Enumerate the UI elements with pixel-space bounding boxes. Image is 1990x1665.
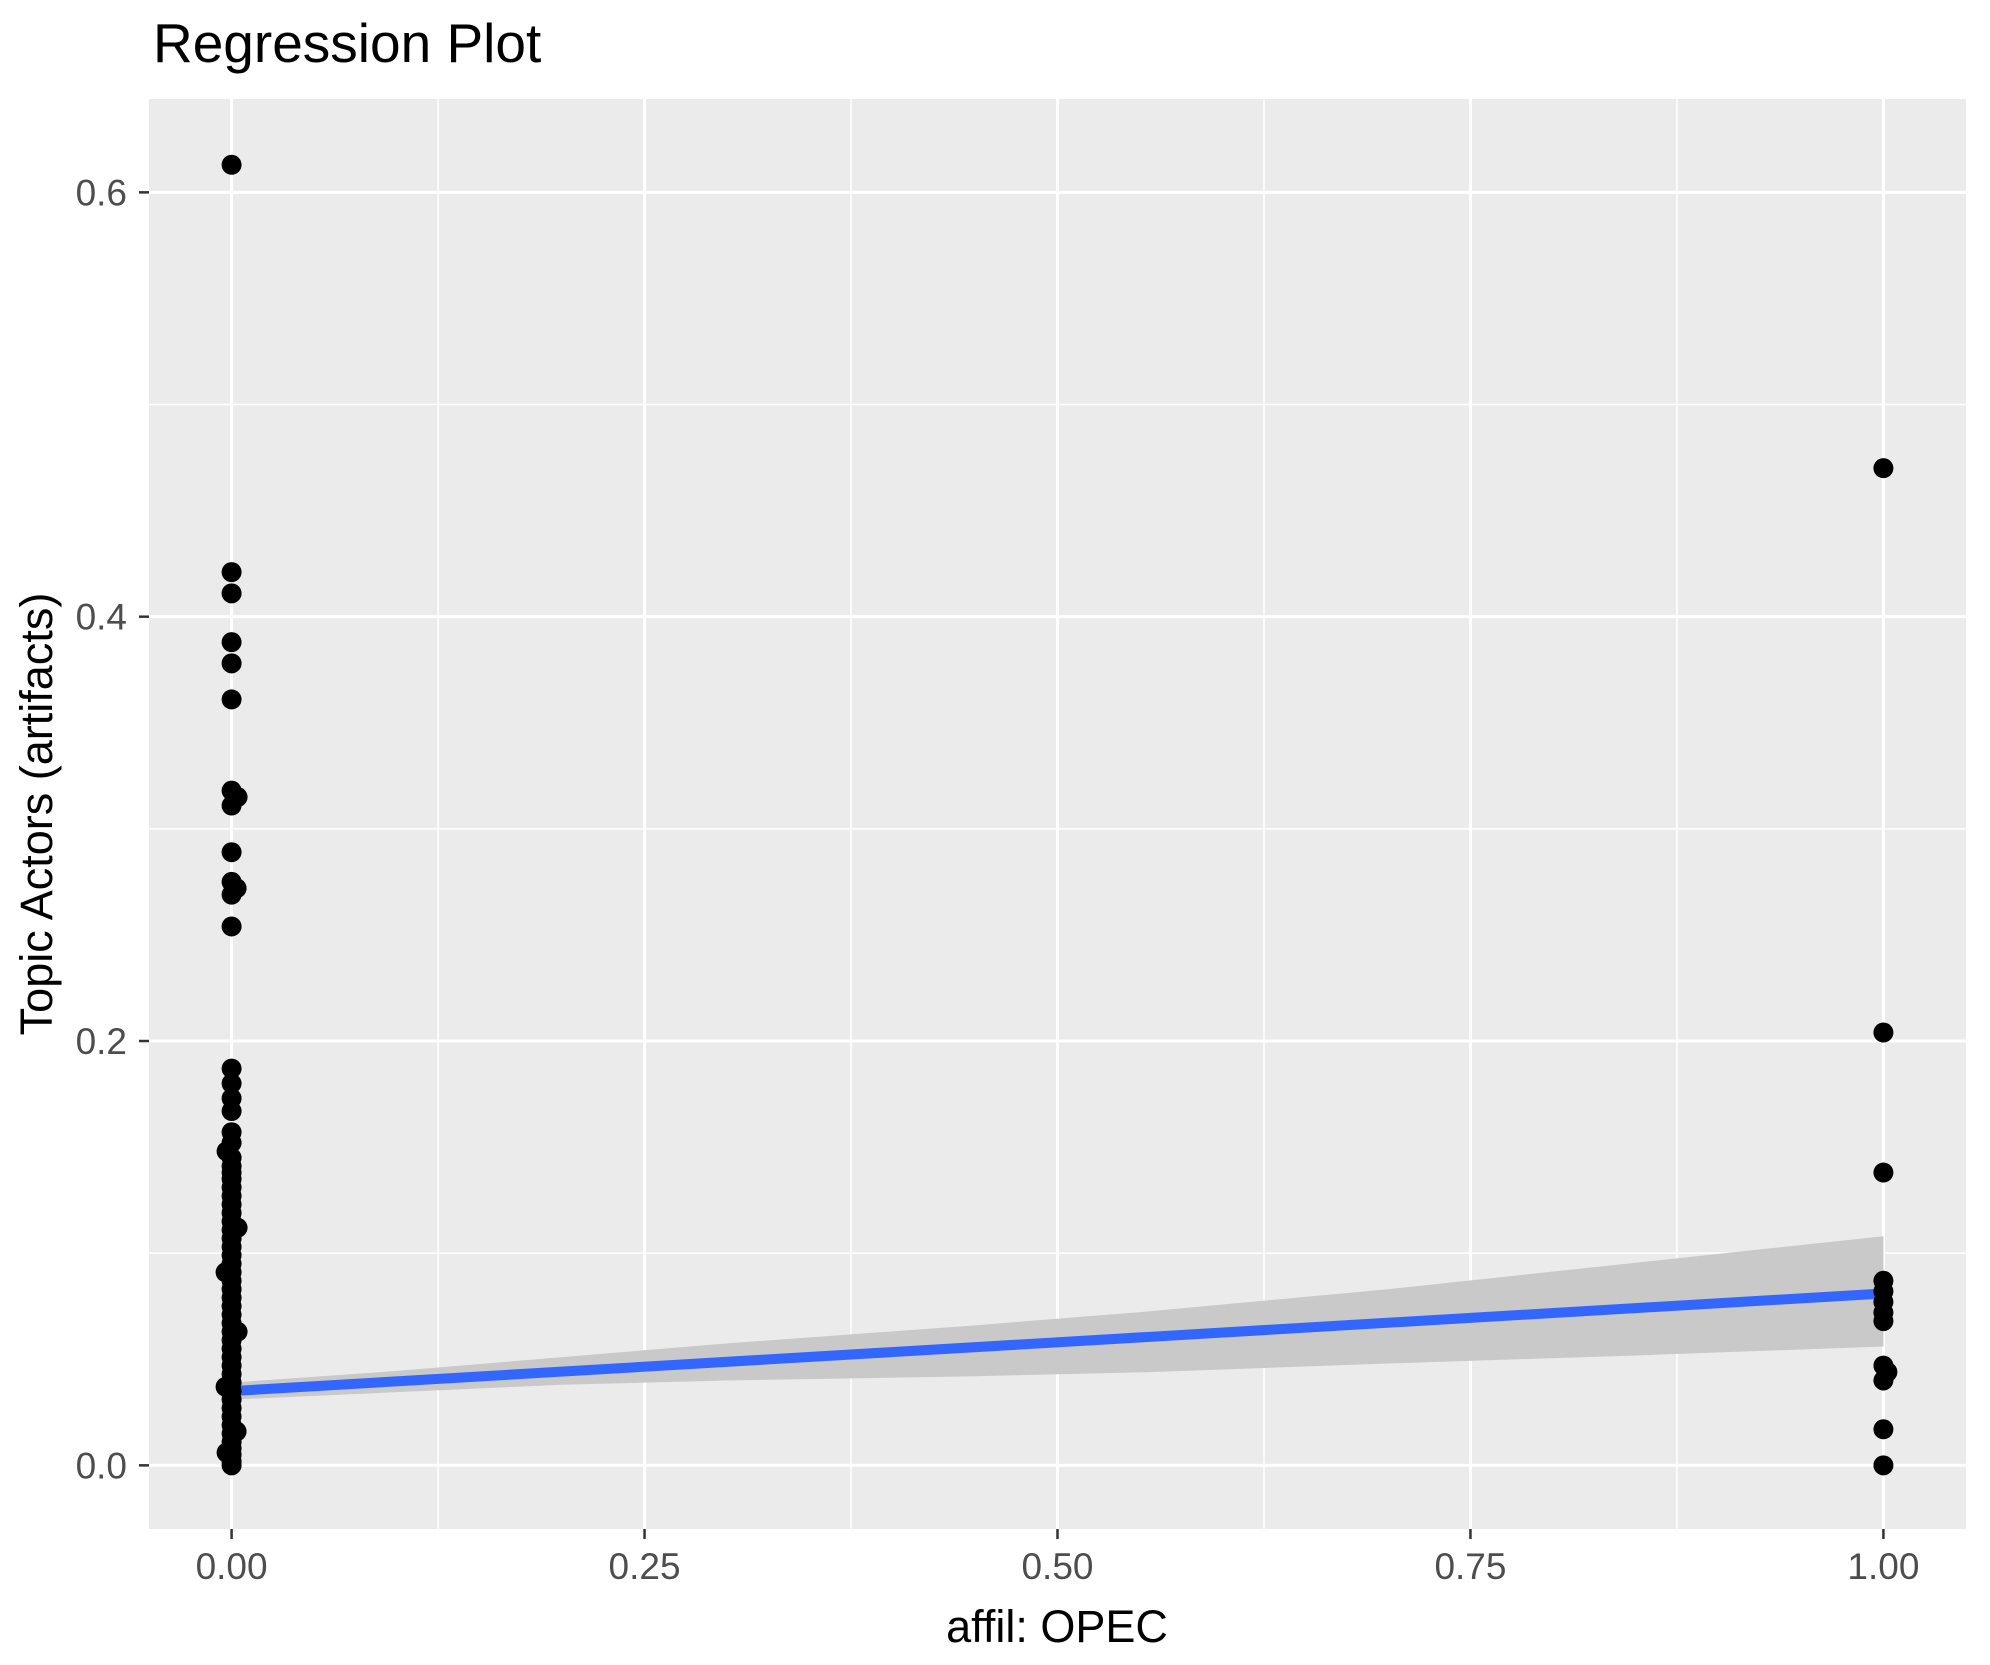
x-axis-title: affil: OPEC [946,1601,1168,1652]
data-point [226,878,247,899]
data-point [221,1058,242,1079]
y-axis-title: Topic Actors (artifacts) [11,593,62,1036]
data-point [216,1442,237,1463]
x-tick-label: 0.75 [1434,1546,1506,1587]
data-point [221,1101,242,1122]
ci-ribbon-area [231,1236,1884,1400]
data-point [221,916,242,937]
data-point [1873,1311,1894,1332]
data-point [221,653,242,674]
y-tick-label: 0.0 [76,1445,127,1486]
data-point [215,1376,236,1397]
data-point [221,1073,242,1094]
confidence-ribbon [231,1236,1884,1400]
data-point [216,1141,237,1162]
data-point [1873,458,1894,479]
data-point [1873,1162,1894,1183]
x-axis-tick-labels: 0.00 0.25 0.50 0.75 1.00 [196,1546,1920,1587]
data-point [1873,1455,1894,1476]
regression-line [231,1288,1884,1397]
data-point [1873,1419,1894,1440]
plot-title: Regression Plot [153,12,541,74]
data-point [227,1321,248,1342]
data-point [221,583,242,604]
axis-tick-marks [139,191,1885,1539]
data-point [227,787,248,808]
data-point [221,562,242,583]
y-tick-label: 0.6 [76,172,127,213]
data-point [215,1262,236,1283]
data-point [221,154,242,175]
data-point [1873,1370,1894,1391]
regression-line-segment [231,1288,1884,1397]
data-point [227,1217,248,1238]
data-point [221,632,242,653]
x-tick-label: 0.25 [609,1546,681,1587]
y-axis-tick-labels: 0.0 0.2 0.4 0.6 [76,172,127,1486]
data-point [221,689,242,710]
x-tick-label: 1.00 [1847,1546,1919,1587]
data-point [1873,1022,1894,1043]
y-tick-label: 0.2 [76,1021,127,1062]
y-tick-label: 0.4 [76,597,127,638]
x-tick-label: 0.50 [1021,1546,1093,1587]
scatter-points [215,154,1898,1476]
data-point [221,842,242,863]
data-point [226,1421,247,1442]
x-tick-label: 0.00 [196,1546,268,1587]
